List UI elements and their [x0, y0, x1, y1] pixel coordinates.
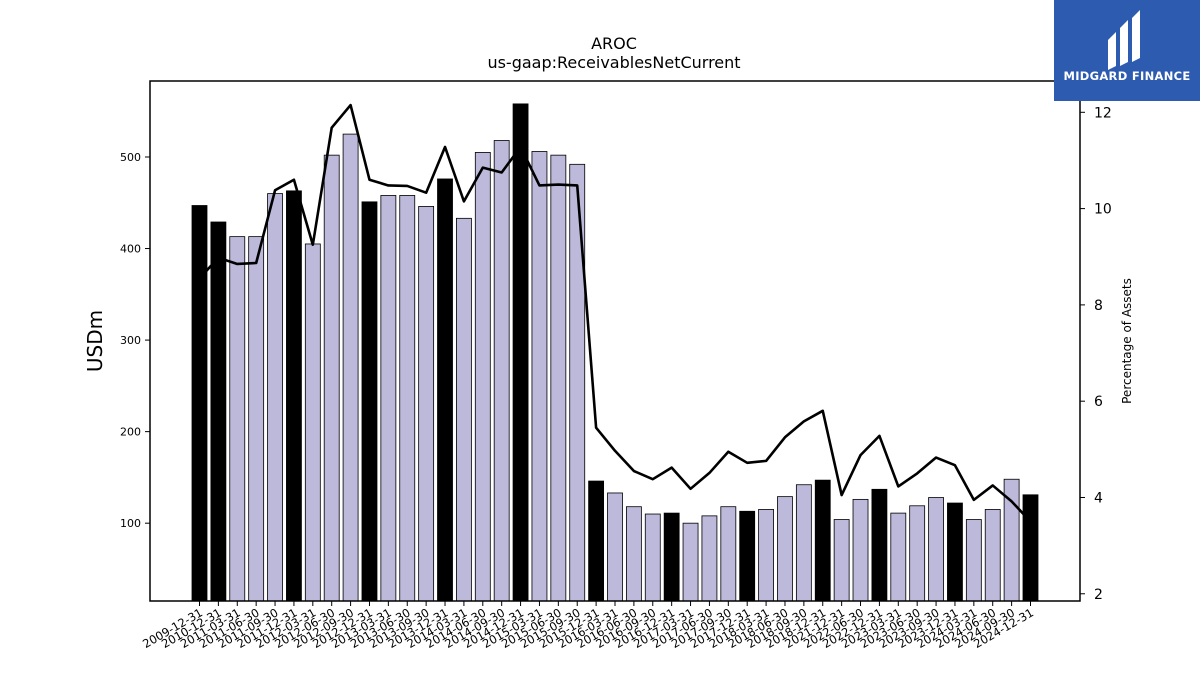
bar-2017-09-30: [720, 506, 737, 602]
bar-2013-12-31: [437, 178, 453, 602]
bar-2013-03-31: [380, 195, 397, 602]
chart-subtitle: us-gaap:ReceivablesNetCurrent: [487, 53, 740, 72]
y-tick-label: 500: [120, 151, 141, 164]
right-axis: 2 4 6 8 10 12: [1080, 105, 1112, 603]
bar-2022-12-31: [871, 488, 888, 602]
bar-2015-06-30: [550, 154, 567, 602]
bar-2012-06-30: [323, 154, 340, 602]
y-tick-label: 300: [120, 334, 141, 347]
bar-2018-03-31: [758, 509, 774, 602]
y2-tick-label: 6: [1094, 394, 1103, 410]
bar-2017-06-30: [701, 515, 718, 602]
bar-2018-09-30: [795, 484, 812, 602]
assets-pct-line: [198, 103, 1032, 523]
bar-2013-06-30: [399, 195, 416, 602]
bar-2013-09-30: [418, 206, 435, 602]
bar-2012-09-30: [342, 133, 359, 602]
y-tick-label: 100: [120, 517, 141, 530]
chart-title: AROC: [591, 34, 637, 53]
bar-2012-12-31: [361, 201, 378, 602]
bar-2012-03-31: [304, 243, 321, 602]
bar-2018-06-30: [777, 496, 793, 602]
bar-2014-03-31: [456, 217, 472, 602]
bar-2014-06-30: [474, 152, 491, 602]
bar-2009-12-31: [191, 205, 208, 602]
bar-2018-12-31: [814, 479, 831, 602]
y2-axis-label: Percentage of Assets: [1120, 278, 1134, 404]
bar-2024-06-30: [984, 509, 1001, 602]
bar-2022-06-30: [852, 498, 869, 602]
bar-2011-09-30: [267, 193, 283, 602]
y2-tick-label: 4: [1094, 490, 1103, 506]
y-tick-label: 200: [120, 426, 141, 439]
bar-2011-06-30: [248, 236, 265, 602]
bar-2021-12-31: [833, 519, 850, 602]
line-series: [198, 103, 1032, 523]
y2-tick-label: 10: [1094, 202, 1112, 218]
x-axis: 2009-12-312010-12-312011-03-312011-06-30…: [140, 601, 1036, 651]
brand-logo: MIDGARD FINANCE: [1054, 0, 1200, 101]
y2-tick-label: 2: [1094, 587, 1103, 603]
bar-2011-03-31: [229, 236, 246, 602]
bar-2015-12-31: [588, 480, 605, 602]
bar-2016-09-30: [644, 513, 661, 602]
y2-tick-label: 8: [1094, 298, 1103, 314]
midgard-logo-icon: [1108, 10, 1140, 70]
bar-2023-09-30: [928, 497, 944, 602]
bar-2014-12-31: [512, 103, 529, 602]
bar-2016-06-30: [625, 506, 642, 602]
bar-2024-03-31: [965, 519, 982, 602]
bar-2016-12-31: [663, 512, 680, 602]
bar-2023-06-30: [909, 505, 926, 602]
bar-2011-12-31: [286, 190, 302, 602]
bar-series: [191, 103, 1039, 602]
bar-2017-12-31: [739, 510, 756, 602]
bar-2015-09-30: [569, 163, 586, 602]
bar-2015-03-31: [531, 151, 548, 602]
y-tick-label: 400: [120, 243, 141, 256]
y2-tick-label: 12: [1094, 105, 1112, 121]
bar-2010-12-31: [210, 221, 227, 602]
bar-2024-12-31: [1022, 494, 1039, 602]
bar-2023-03-31: [890, 512, 907, 602]
bar-2016-03-31: [607, 492, 623, 602]
bar-2023-12-31: [947, 502, 963, 602]
bar-2014-09-30: [493, 140, 510, 602]
bar-2017-03-31: [682, 522, 699, 602]
brand-name: MIDGARD FINANCE: [1063, 69, 1191, 83]
left-axis: 100 200 300 400 500: [120, 151, 150, 530]
y-axis-label: USDm: [83, 310, 107, 372]
